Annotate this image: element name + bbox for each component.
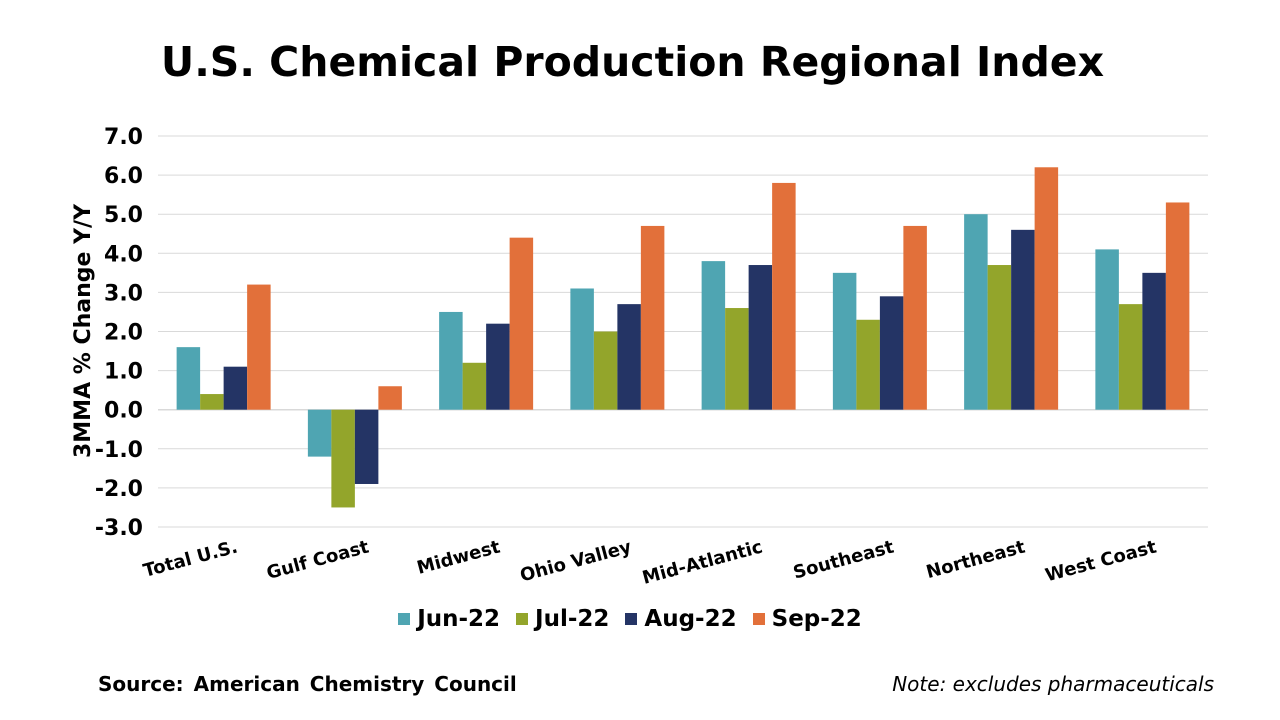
y-tick-label: 4.0 xyxy=(104,242,143,267)
x-tick-label: Mid-Atlantic xyxy=(640,537,765,589)
bar xyxy=(903,225,927,410)
bar xyxy=(354,409,379,484)
bar xyxy=(1142,272,1166,410)
y-tick-label: -1.0 xyxy=(95,438,143,463)
legend-swatch xyxy=(398,613,411,625)
bar xyxy=(378,386,402,410)
legend-item: Jul-22 xyxy=(516,606,609,632)
x-tick-label: Northeast xyxy=(924,536,1028,583)
y-tick-label: 7.0 xyxy=(104,125,143,150)
footnote: Note: excludes pharmaceuticals xyxy=(892,672,1214,696)
bar xyxy=(593,331,618,410)
x-tick-label: Midwest xyxy=(415,536,503,578)
y-tick-label: -2.0 xyxy=(95,477,143,502)
bars xyxy=(176,167,1190,508)
legend-label: Sep-22 xyxy=(771,606,862,632)
y-tick-label: 2.0 xyxy=(104,321,143,346)
source-note: Source: American Chemistry Council xyxy=(98,672,517,696)
bar xyxy=(1118,304,1143,410)
x-tick-label: Total U.S. xyxy=(141,537,240,582)
bar xyxy=(200,394,224,410)
x-tick-labels: Total U.S. Gulf Coast Midwest Ohio Valley Mi… xyxy=(141,536,1159,588)
y-tick-label: 3.0 xyxy=(104,281,143,306)
y-tick-label: 5.0 xyxy=(104,203,143,228)
bar xyxy=(725,308,749,410)
bar xyxy=(486,323,510,410)
bar xyxy=(223,366,248,410)
y-axis-label: 3MMA % Change Y/Y xyxy=(71,203,96,458)
y-tick-label: 0.0 xyxy=(104,399,143,424)
bar xyxy=(1011,229,1035,410)
bar xyxy=(856,319,880,410)
x-tick-label: Southeast xyxy=(791,536,897,583)
bar xyxy=(247,284,271,410)
y-tick-label: 6.0 xyxy=(104,164,143,189)
bar xyxy=(964,214,988,410)
bar xyxy=(832,272,857,410)
bar xyxy=(1095,249,1119,410)
bar xyxy=(879,296,904,410)
legend-label: Jul-22 xyxy=(535,606,610,632)
bar xyxy=(439,311,463,410)
bar xyxy=(701,261,726,410)
bar xyxy=(462,362,487,410)
x-tick-label: Ohio Valley xyxy=(518,536,634,586)
bar xyxy=(1034,167,1059,410)
x-tick-label: Gulf Coast xyxy=(264,536,371,584)
legend-item: Aug-22 xyxy=(625,606,737,632)
y-tick-labels: 7.0 6.0 5.0 4.0 3.0 2.0 1.0 0.0 -1.0 -2.0 -3.0 xyxy=(95,125,143,541)
legend: Jun-22 Jul-22 Aug-22 Sep-22 xyxy=(0,606,1260,632)
bar xyxy=(748,265,773,410)
bar xyxy=(640,225,665,410)
bar xyxy=(331,409,355,508)
bar xyxy=(987,265,1012,410)
legend-swatch xyxy=(516,613,529,625)
legend-swatch xyxy=(752,613,765,625)
legend-label: Aug-22 xyxy=(644,606,737,632)
bar xyxy=(307,409,332,457)
chart-title: U.S. Chemical Production Regional Index xyxy=(160,38,1105,86)
legend-label: Jun-22 xyxy=(417,606,501,632)
bar xyxy=(1165,202,1190,410)
bar xyxy=(176,347,201,410)
bar xyxy=(509,237,534,410)
legend-swatch xyxy=(625,613,638,625)
legend-item: Jun-22 xyxy=(398,606,500,632)
bar xyxy=(617,304,641,410)
bar xyxy=(772,182,796,410)
y-tick-label: -3.0 xyxy=(95,516,143,541)
legend-item: Sep-22 xyxy=(752,606,862,632)
bar xyxy=(570,288,594,410)
x-tick-label: West Coast xyxy=(1043,536,1159,586)
y-tick-label: 1.0 xyxy=(104,360,143,385)
